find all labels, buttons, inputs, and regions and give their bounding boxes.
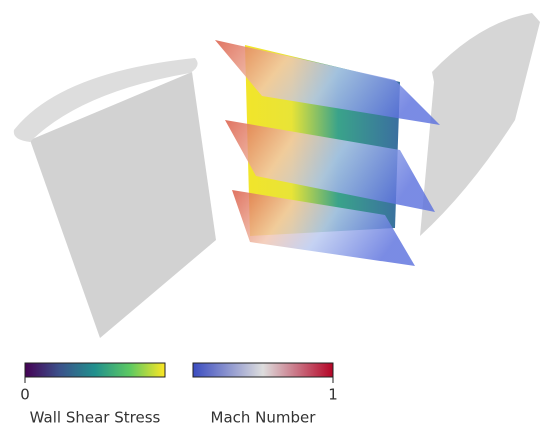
mach-plane <box>215 40 440 125</box>
colorbar-wall-shear <box>24 362 166 378</box>
mach-plane <box>225 120 435 212</box>
colorbar-max-label: 1 <box>328 386 338 404</box>
blade-left-cap <box>13 58 198 142</box>
mach-plane <box>232 190 415 266</box>
colorbar-title: Wall Shear Stress <box>30 409 161 427</box>
blade-right <box>420 13 540 236</box>
colorbar-min-label: 0 <box>20 386 30 404</box>
colorbar-title: Mach Number <box>211 409 317 427</box>
blade-left <box>30 72 216 338</box>
colorbar-mach <box>192 362 334 378</box>
